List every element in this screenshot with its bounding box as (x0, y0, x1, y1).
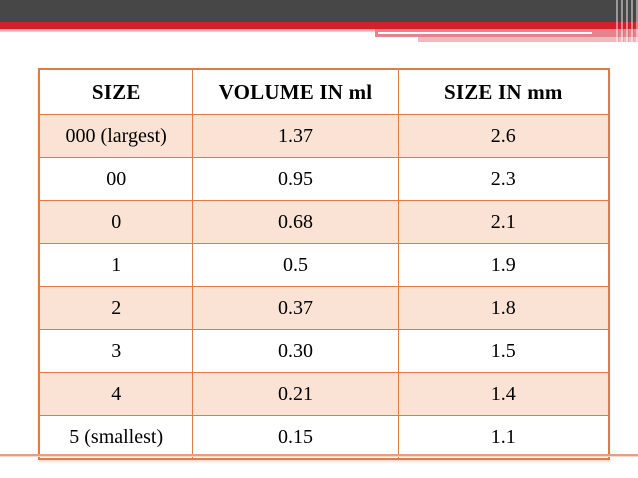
table-row: 0 0.68 2.1 (38, 200, 610, 244)
table-cell: 0.37 (192, 286, 399, 330)
table-cell: 1.37 (192, 114, 399, 158)
table-row: 3 0.30 1.5 (38, 329, 610, 373)
table-cell: 2.6 (397, 114, 610, 158)
table-row: 5 (smallest) 0.15 1.1 (38, 415, 610, 460)
column-header-size-mm: SIZE IN mm (397, 68, 610, 115)
table-cell: 4 (38, 372, 194, 416)
table-cell: 0.30 (192, 329, 399, 373)
table-row: 1 0.5 1.9 (38, 243, 610, 287)
table-cell: 000 (largest) (38, 114, 194, 158)
table-cell: 00 (38, 157, 194, 201)
bottom-accent-line-light (0, 456, 638, 457)
table-cell: 0.15 (192, 415, 399, 460)
table-cell: 2.1 (397, 200, 610, 244)
table-cell: 1.4 (397, 372, 610, 416)
table-cell: 0.5 (192, 243, 399, 287)
top-red-bar (0, 22, 638, 29)
table-cell: 2 (38, 286, 194, 330)
table-cell: 0.95 (192, 157, 399, 201)
right-white-accent-line (378, 32, 592, 34)
table-cell: 0.68 (192, 200, 399, 244)
table-row: 2 0.37 1.8 (38, 286, 610, 330)
column-header-size: SIZE (38, 68, 194, 115)
table-cell: 3 (38, 329, 194, 373)
table-cell: 1 (38, 243, 194, 287)
column-header-volume: VOLUME IN ml (192, 68, 399, 115)
table-cell: 2.3 (397, 157, 610, 201)
table-cell: 0 (38, 200, 194, 244)
table-cell: 1.9 (397, 243, 610, 287)
table-cell: 0.21 (192, 372, 399, 416)
table-row: 000 (largest) 1.37 2.6 (38, 114, 610, 158)
top-gray-bar (0, 0, 638, 22)
capsule-size-table: SIZE VOLUME IN ml SIZE IN mm 000 (larges… (38, 68, 610, 460)
table-row: 4 0.21 1.4 (38, 372, 610, 416)
red-bar-fade (0, 29, 638, 32)
table-cell: 1.1 (397, 415, 610, 460)
table-row: 00 0.95 2.3 (38, 157, 610, 201)
header-row: SIZE VOLUME IN ml SIZE IN mm (38, 68, 610, 115)
right-edge-streaks (616, 0, 638, 42)
table-cell: 1.8 (397, 286, 610, 330)
table-cell: 5 (smallest) (38, 415, 194, 460)
right-pink-band-light (418, 37, 638, 42)
table-cell: 1.5 (397, 329, 610, 373)
bottom-accent-line (0, 454, 638, 456)
